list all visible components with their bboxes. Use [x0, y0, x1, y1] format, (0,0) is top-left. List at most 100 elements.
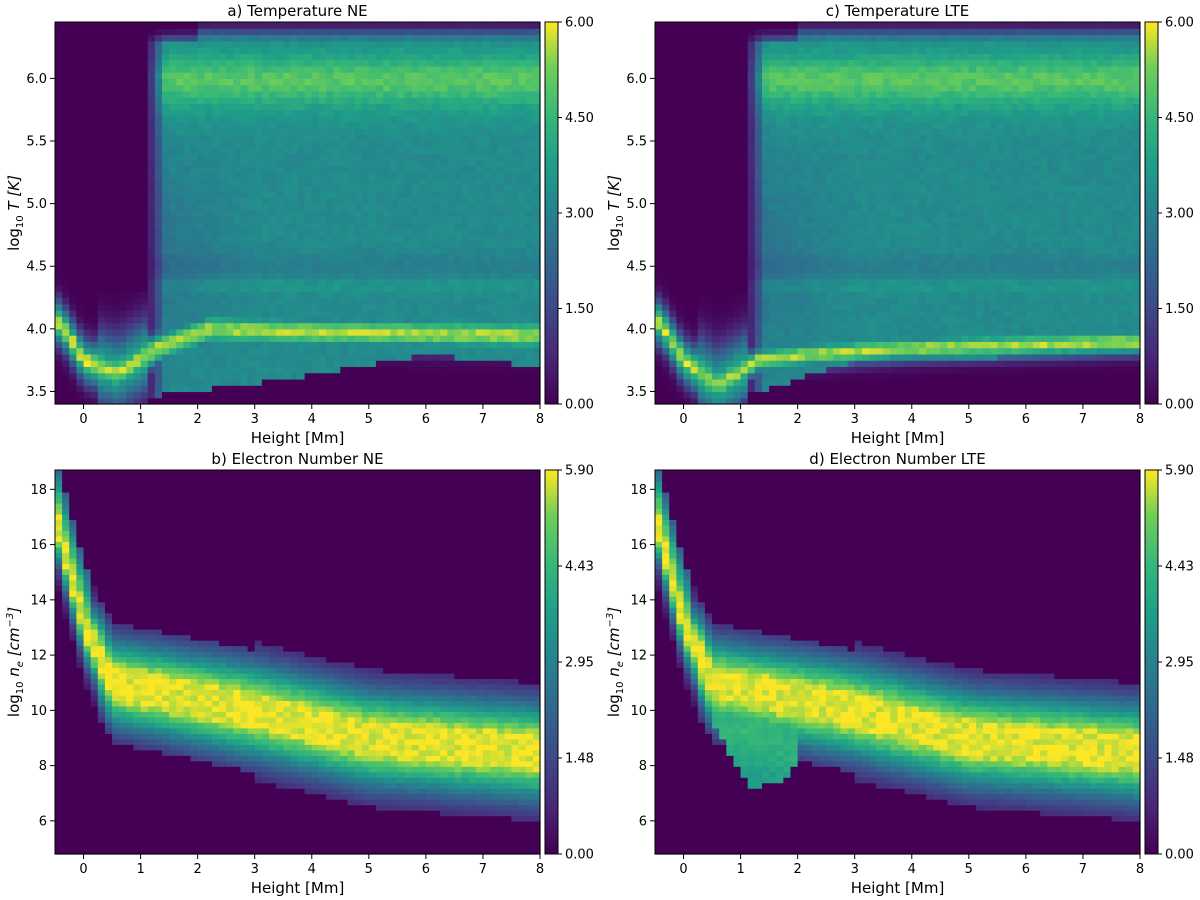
heatmap-cell	[447, 184, 456, 192]
heatmap-cell	[69, 84, 77, 92]
heatmap-cell	[169, 59, 177, 67]
heatmap-cell	[733, 372, 742, 380]
heatmap-cell	[461, 360, 470, 368]
heatmap-cell	[518, 191, 527, 198]
heatmap-cell	[390, 128, 398, 136]
heatmap-cell	[662, 291, 670, 299]
heatmap-cell	[697, 335, 706, 342]
heatmap-cell	[354, 153, 363, 161]
heatmap-cell	[440, 372, 448, 380]
heatmap-cell	[119, 241, 127, 249]
heatmap-cell	[697, 65, 706, 73]
heatmap-cell	[347, 34, 356, 42]
heatmap-cell	[433, 97, 441, 105]
heatmap-cell	[268, 241, 277, 249]
heatmap-cell	[276, 397, 284, 405]
heatmap-cell	[133, 172, 142, 180]
heatmap-cell	[283, 147, 291, 155]
heatmap-cell	[690, 241, 699, 249]
heatmap-cell	[297, 347, 306, 355]
heatmap-cell	[454, 328, 463, 336]
heatmap-cell	[454, 291, 463, 299]
heatmap-cell	[290, 97, 299, 105]
heatmap-cell	[261, 203, 270, 211]
heatmap-cell	[62, 178, 70, 186]
heatmap-cell	[62, 353, 70, 361]
heatmap-cell	[347, 347, 356, 355]
heatmap-cell	[368, 172, 377, 180]
heatmap-cell	[655, 134, 663, 142]
heatmap-cell	[719, 360, 727, 368]
heatmap-cell	[97, 22, 106, 29]
heatmap-cell	[704, 191, 713, 198]
heatmap-cell	[447, 34, 456, 42]
heatmap-cell	[740, 247, 749, 255]
heatmap-cell	[211, 272, 220, 280]
heatmap-cell	[140, 59, 149, 67]
heatmap-cell	[726, 341, 735, 349]
heatmap-cell	[518, 247, 527, 255]
heatmap-cell	[532, 47, 541, 54]
heatmap-cell	[297, 322, 306, 330]
heatmap-cell	[740, 203, 749, 211]
heatmap-cell	[126, 172, 135, 180]
heatmap-cell	[112, 128, 120, 136]
heatmap-cell	[268, 291, 277, 299]
heatmap-cell	[447, 391, 456, 399]
heatmap-cell	[154, 97, 163, 105]
heatmap-cell	[418, 140, 427, 148]
heatmap-cell	[383, 172, 391, 180]
heatmap-cell	[290, 191, 299, 198]
heatmap-cell	[511, 234, 520, 242]
heatmap-cell	[712, 147, 720, 155]
heatmap-cell	[104, 372, 113, 380]
heatmap-cell	[140, 353, 149, 361]
heatmap-cell	[497, 259, 505, 267]
heatmap-cell	[261, 322, 270, 330]
heatmap-cell	[154, 122, 163, 130]
heatmap-cell	[511, 59, 520, 67]
heatmap-cell	[161, 310, 170, 317]
heatmap-cell	[140, 310, 149, 317]
heatmap-cell	[390, 391, 398, 399]
heatmap-cell	[690, 272, 699, 280]
heatmap-cell	[240, 197, 249, 205]
heatmap-cell	[447, 90, 456, 98]
heatmap-cell	[511, 159, 520, 167]
heatmap-cell	[440, 328, 448, 336]
heatmap-cell	[655, 259, 663, 267]
heatmap-cell	[712, 234, 720, 242]
heatmap-cell	[475, 34, 484, 42]
heatmap-cell	[104, 322, 113, 330]
heatmap-cell	[490, 222, 498, 230]
heatmap-cell	[233, 84, 242, 92]
heatmap-cell	[712, 253, 720, 261]
heatmap-cell	[726, 253, 735, 261]
heatmap-cell	[169, 178, 177, 186]
heatmap-cell	[683, 310, 692, 317]
heatmap-cell	[133, 65, 142, 73]
heatmap-cell	[311, 253, 320, 261]
heatmap-cell	[683, 385, 692, 393]
heatmap-cell	[268, 97, 277, 105]
heatmap-cell	[297, 335, 306, 342]
heatmap-cell	[154, 47, 163, 54]
heatmap-cell	[726, 40, 735, 48]
heatmap-cell	[133, 159, 142, 167]
heatmap-cell	[518, 103, 527, 111]
heatmap-cell	[697, 209, 706, 217]
heatmap-cell	[119, 159, 127, 167]
heatmap-cell	[669, 385, 677, 393]
heatmap-cell	[169, 115, 177, 123]
heatmap-cell	[697, 197, 706, 205]
heatmap-cell	[340, 103, 349, 111]
heatmap-cell	[482, 59, 491, 67]
heatmap-cell	[204, 109, 213, 117]
panel-a: a) Temperature NE0 1 2 3 4 5 6 7 83.54.04.55.05.…	[5, 2, 594, 447]
heatmap-cell	[161, 184, 170, 192]
heatmap-cell	[740, 316, 749, 324]
heatmap-cell	[740, 397, 749, 405]
heatmap-cell	[268, 28, 277, 36]
heatmap-cell	[55, 53, 63, 61]
heatmap-cell	[733, 328, 742, 336]
